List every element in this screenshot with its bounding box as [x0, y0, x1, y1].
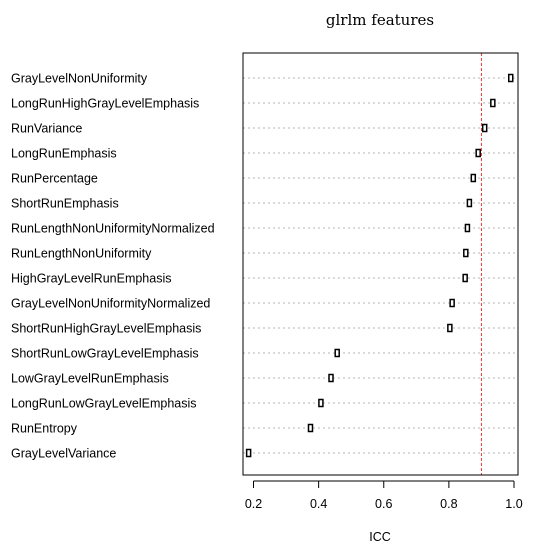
- category-label: ShortRunLowGrayLevelEmphasis: [11, 347, 199, 361]
- data-point: [318, 398, 324, 408]
- data-point: [334, 348, 340, 358]
- data-point: [507, 73, 514, 83]
- category-label: RunVariance: [11, 122, 82, 136]
- category-label: LongRunHighGrayLevelEmphasis: [11, 97, 199, 111]
- category-label: ShortRunHighGrayLevelEmphasis: [11, 322, 201, 336]
- category-label: GrayLevelNonUniformity: [11, 72, 148, 86]
- category-label: GrayLevelVariance: [11, 447, 116, 461]
- plot-frame: [242, 52, 519, 476]
- category-label: LongRunEmphasis: [11, 147, 117, 161]
- data-point: [475, 148, 481, 158]
- data-point: [447, 323, 453, 333]
- x-axis-label: ICC: [369, 530, 391, 544]
- data-point: [490, 98, 496, 108]
- category-label: LongRunLowGrayLevelEmphasis: [11, 397, 197, 411]
- category-label: RunLengthNonUniformityNormalized: [11, 222, 215, 236]
- x-tick-label: 0.8: [440, 497, 457, 511]
- category-label: ShortRunEmphasis: [11, 197, 119, 211]
- data-point: [463, 248, 469, 258]
- chart-title: glrlm features: [326, 11, 434, 29]
- data-point: [470, 173, 477, 183]
- x-tick-label: 0.4: [310, 497, 327, 511]
- category-labels: GrayLevelNonUniformity LongRunHighGrayLev…: [11, 72, 215, 461]
- category-label: HighGrayLevelRunEmphasis: [11, 272, 172, 286]
- category-label: LowGrayLevelRunEmphasis: [11, 372, 169, 386]
- x-tick-label: 0.2: [245, 497, 262, 511]
- x-tick-label: 1.0: [505, 497, 522, 511]
- data-point: [464, 223, 471, 233]
- data-point: [449, 298, 455, 308]
- data-point: [328, 373, 334, 383]
- grid-lines: [243, 77, 518, 454]
- x-axis: 0.2 0.4 0.6 0.8 1.0: [245, 480, 523, 511]
- data-point: [466, 198, 473, 208]
- data-point: [481, 123, 488, 133]
- x-tick-label: 0.6: [375, 497, 392, 511]
- data-points: [245, 73, 514, 458]
- category-label: RunEntropy: [11, 422, 78, 436]
- category-label: RunPercentage: [11, 172, 98, 186]
- category-label: GrayLevelNonUniformityNormalized: [11, 297, 210, 311]
- data-point: [245, 448, 252, 458]
- data-point: [307, 423, 314, 433]
- category-label: RunLengthNonUniformity: [11, 247, 152, 261]
- data-point: [462, 273, 468, 283]
